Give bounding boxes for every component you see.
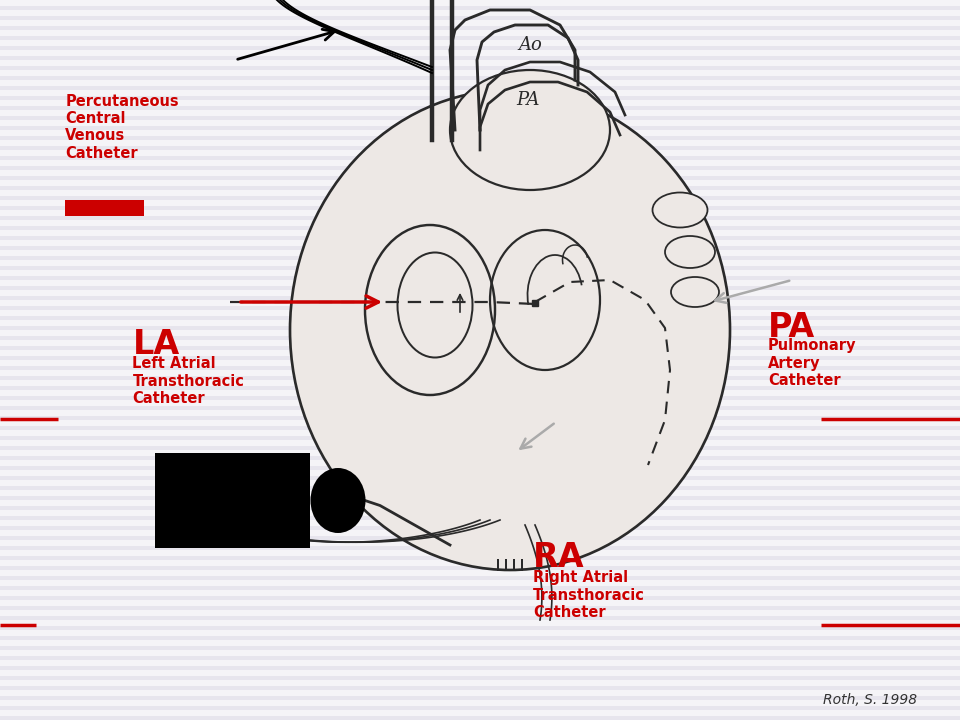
Text: RA: RA bbox=[533, 541, 585, 575]
Bar bbox=[0, 456, 960, 460]
Bar bbox=[0, 716, 960, 720]
Bar bbox=[0, 325, 960, 330]
Bar bbox=[0, 466, 960, 470]
Bar bbox=[0, 356, 960, 360]
Bar bbox=[0, 215, 960, 220]
Ellipse shape bbox=[671, 277, 719, 307]
Bar bbox=[0, 495, 960, 500]
Bar bbox=[0, 166, 960, 170]
Bar bbox=[0, 595, 960, 600]
Bar bbox=[0, 66, 960, 70]
Bar bbox=[0, 196, 960, 200]
Bar bbox=[0, 536, 960, 540]
Bar bbox=[0, 6, 960, 10]
Bar bbox=[0, 156, 960, 160]
Bar bbox=[0, 266, 960, 270]
Bar bbox=[0, 276, 960, 280]
Text: LA: LA bbox=[132, 328, 180, 361]
Bar bbox=[0, 706, 960, 710]
Bar bbox=[0, 575, 960, 580]
Bar bbox=[0, 256, 960, 260]
Bar bbox=[0, 125, 960, 130]
Bar bbox=[65, 200, 144, 216]
Bar bbox=[0, 426, 960, 430]
Bar bbox=[0, 636, 960, 640]
Bar bbox=[0, 485, 960, 490]
Bar bbox=[0, 115, 960, 120]
Ellipse shape bbox=[310, 468, 366, 533]
Bar bbox=[0, 205, 960, 210]
Bar bbox=[0, 286, 960, 290]
Bar bbox=[0, 395, 960, 400]
Bar bbox=[0, 235, 960, 240]
Bar bbox=[0, 96, 960, 100]
Ellipse shape bbox=[290, 90, 730, 570]
Bar bbox=[0, 186, 960, 190]
Bar bbox=[0, 135, 960, 140]
Bar bbox=[0, 556, 960, 560]
Text: Pulmonary
Artery
Catheter: Pulmonary Artery Catheter bbox=[768, 338, 856, 388]
Bar bbox=[0, 436, 960, 440]
Text: Roth, S. 1998: Roth, S. 1998 bbox=[823, 693, 917, 707]
Bar bbox=[0, 505, 960, 510]
Bar bbox=[0, 565, 960, 570]
Bar bbox=[0, 45, 960, 50]
Ellipse shape bbox=[665, 236, 715, 268]
Bar bbox=[155, 453, 310, 548]
Text: PA: PA bbox=[768, 311, 815, 344]
Bar bbox=[0, 76, 960, 80]
Bar bbox=[0, 25, 960, 30]
Bar bbox=[0, 295, 960, 300]
Bar bbox=[0, 376, 960, 380]
Bar bbox=[0, 696, 960, 700]
Bar bbox=[0, 106, 960, 110]
Text: Ao: Ao bbox=[518, 36, 542, 54]
Ellipse shape bbox=[653, 192, 708, 228]
Bar bbox=[0, 546, 960, 550]
Bar bbox=[0, 585, 960, 590]
Bar bbox=[0, 606, 960, 610]
Ellipse shape bbox=[450, 70, 610, 190]
Bar bbox=[0, 55, 960, 60]
Bar bbox=[0, 655, 960, 660]
Bar bbox=[0, 415, 960, 420]
Bar bbox=[0, 86, 960, 90]
Bar bbox=[0, 315, 960, 320]
Bar bbox=[0, 516, 960, 520]
Bar bbox=[0, 35, 960, 40]
Bar bbox=[0, 246, 960, 250]
Bar bbox=[0, 176, 960, 180]
Bar bbox=[0, 405, 960, 410]
Bar bbox=[0, 336, 960, 340]
Bar bbox=[0, 626, 960, 630]
Bar bbox=[0, 385, 960, 390]
Bar bbox=[0, 646, 960, 650]
Text: PA: PA bbox=[516, 91, 540, 109]
Bar bbox=[0, 145, 960, 150]
Bar bbox=[0, 675, 960, 680]
Text: Percutaneous
Central
Venous
Catheter: Percutaneous Central Venous Catheter bbox=[65, 94, 179, 161]
Bar bbox=[0, 346, 960, 350]
Bar bbox=[0, 475, 960, 480]
Bar bbox=[0, 305, 960, 310]
Text: Left Atrial
Transthoracic
Catheter: Left Atrial Transthoracic Catheter bbox=[132, 356, 245, 406]
Bar bbox=[0, 225, 960, 230]
Bar bbox=[0, 366, 960, 370]
Bar bbox=[0, 16, 960, 20]
Bar bbox=[0, 685, 960, 690]
Bar bbox=[0, 526, 960, 530]
Text: Right Atrial
Transthoracic
Catheter: Right Atrial Transthoracic Catheter bbox=[533, 570, 645, 620]
Bar bbox=[0, 616, 960, 620]
Bar bbox=[0, 446, 960, 450]
Bar bbox=[0, 665, 960, 670]
